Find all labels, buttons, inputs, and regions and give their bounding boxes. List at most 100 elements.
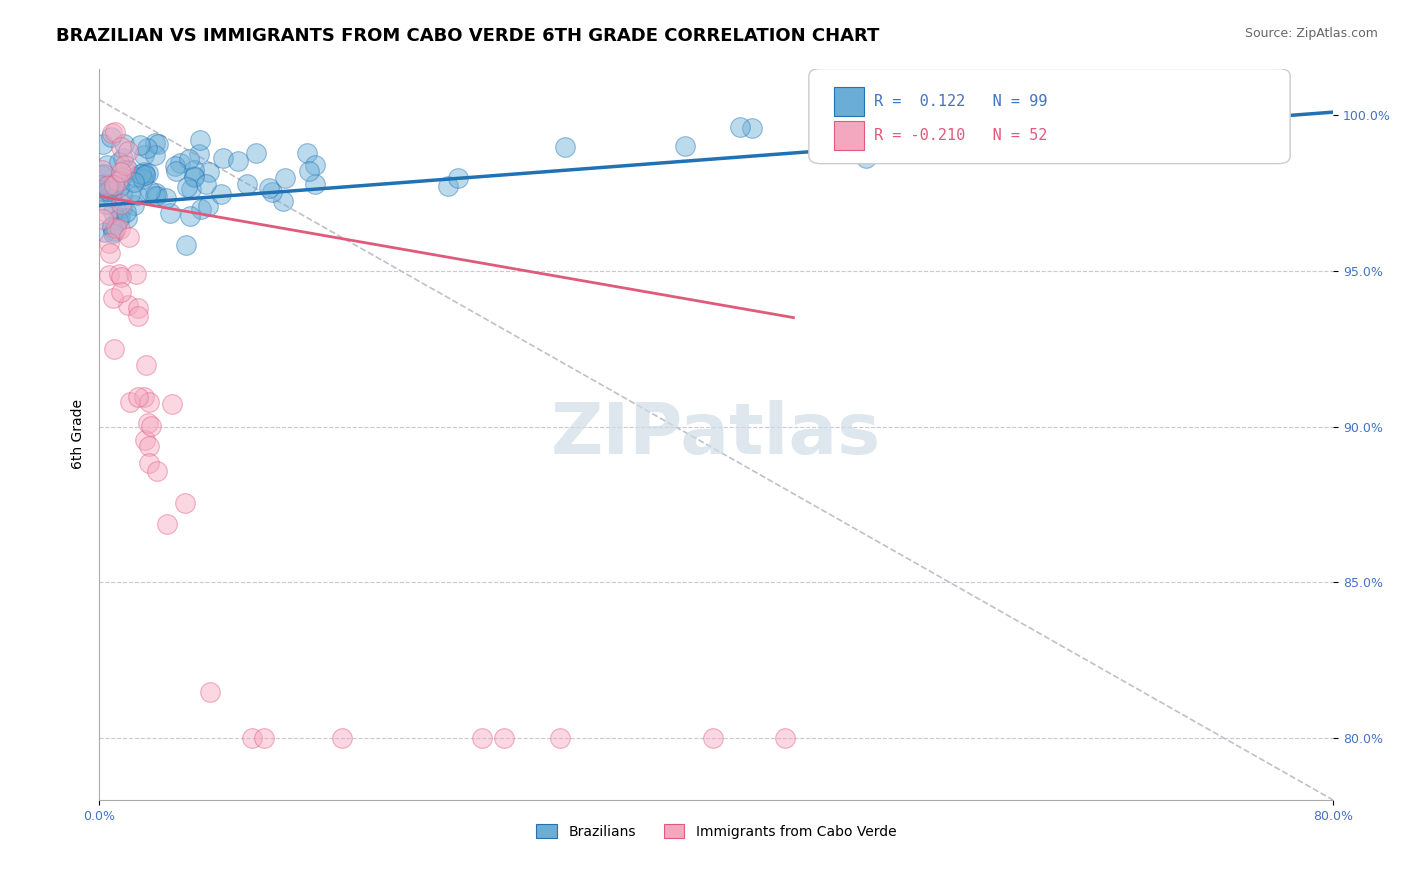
Brazilians: [100, 130, 122, 145]
Immigrants from Cabo Verde: [110, 139, 132, 153]
Immigrants from Cabo Verde: [110, 285, 132, 299]
Brazilians: [274, 170, 297, 185]
Brazilians: [554, 140, 576, 154]
Brazilians: [101, 184, 124, 198]
Immigrants from Cabo Verde: [332, 731, 354, 745]
Brazilians: [132, 172, 155, 186]
Brazilians: [91, 184, 114, 198]
Brazilians: [110, 201, 132, 215]
Immigrants from Cabo Verde: [90, 163, 112, 178]
Brazilians: [89, 188, 111, 202]
Immigrants from Cabo Verde: [98, 268, 121, 282]
Immigrants from Cabo Verde: [702, 731, 724, 745]
Immigrants from Cabo Verde: [117, 230, 139, 244]
Immigrants from Cabo Verde: [107, 173, 129, 187]
Brazilians: [100, 219, 122, 234]
Brazilians: [180, 182, 202, 196]
Immigrants from Cabo Verde: [135, 358, 157, 372]
Brazilians: [188, 133, 211, 147]
Immigrants from Cabo Verde: [96, 206, 118, 220]
Brazilians: [89, 178, 111, 192]
Brazilians: [96, 158, 118, 172]
Brazilians: [295, 145, 318, 160]
Immigrants from Cabo Verde: [118, 395, 141, 409]
Immigrants from Cabo Verde: [103, 343, 125, 357]
Brazilians: [304, 158, 326, 172]
Brazilians: [146, 137, 169, 152]
Immigrants from Cabo Verde: [136, 417, 159, 431]
Brazilians: [673, 139, 696, 153]
Brazilians: [100, 190, 122, 204]
Brazilians: [179, 152, 201, 166]
Brazilians: [97, 182, 120, 196]
Brazilians: [122, 197, 145, 211]
Brazilians: [1199, 138, 1222, 153]
Immigrants from Cabo Verde: [103, 178, 125, 193]
Brazilians: [159, 206, 181, 220]
Immigrants from Cabo Verde: [200, 684, 222, 698]
Brazilians: [103, 226, 125, 240]
Brazilians: [91, 177, 114, 191]
Immigrants from Cabo Verde: [98, 236, 121, 251]
Immigrants from Cabo Verde: [127, 390, 149, 404]
Brazilians: [103, 224, 125, 238]
Brazilians: [125, 188, 148, 202]
Immigrants from Cabo Verde: [138, 456, 160, 470]
Brazilians: [245, 145, 267, 160]
Brazilians: [176, 180, 198, 194]
Brazilians: [304, 178, 326, 192]
Brazilians: [110, 174, 132, 188]
Immigrants from Cabo Verde: [132, 390, 155, 404]
Brazilians: [97, 178, 120, 192]
Brazilians: [209, 186, 232, 201]
Text: BRAZILIAN VS IMMIGRANTS FROM CABO VERDE 6TH GRADE CORRELATION CHART: BRAZILIAN VS IMMIGRANTS FROM CABO VERDE …: [56, 27, 880, 45]
Immigrants from Cabo Verde: [471, 731, 494, 745]
Text: R =  0.122   N = 99: R = 0.122 N = 99: [875, 94, 1047, 109]
Brazilians: [741, 120, 763, 135]
Immigrants from Cabo Verde: [112, 163, 135, 178]
Brazilians: [129, 167, 152, 181]
Bar: [834, 87, 865, 116]
Brazilians: [212, 152, 235, 166]
Immigrants from Cabo Verde: [138, 394, 160, 409]
Legend: Brazilians, Immigrants from Cabo Verde: Brazilians, Immigrants from Cabo Verde: [531, 819, 901, 845]
Brazilians: [139, 184, 162, 198]
Immigrants from Cabo Verde: [174, 496, 197, 510]
Brazilians: [91, 169, 114, 183]
Brazilians: [183, 169, 205, 184]
Immigrants from Cabo Verde: [96, 178, 118, 193]
Brazilians: [112, 151, 135, 165]
Brazilians: [855, 151, 877, 165]
Immigrants from Cabo Verde: [110, 270, 132, 285]
Brazilians: [132, 165, 155, 179]
Brazilians: [437, 179, 460, 194]
Immigrants from Cabo Verde: [114, 158, 136, 172]
Y-axis label: 6th Grade: 6th Grade: [72, 400, 86, 469]
Immigrants from Cabo Verde: [101, 291, 124, 305]
Brazilians: [136, 166, 159, 180]
Immigrants from Cabo Verde: [117, 298, 139, 312]
Brazilians: [145, 186, 167, 200]
Text: ZIPatlas: ZIPatlas: [551, 400, 882, 469]
Immigrants from Cabo Verde: [124, 267, 146, 281]
Brazilians: [118, 187, 141, 202]
Immigrants from Cabo Verde: [146, 464, 169, 478]
Brazilians: [728, 120, 751, 135]
Brazilians: [124, 169, 146, 184]
Brazilians: [97, 184, 120, 198]
Brazilians: [183, 169, 205, 183]
Brazilians: [91, 137, 114, 152]
Immigrants from Cabo Verde: [240, 731, 263, 745]
Brazilians: [145, 136, 167, 150]
Brazilians: [134, 168, 156, 182]
Immigrants from Cabo Verde: [105, 220, 128, 235]
Brazilians: [169, 156, 191, 170]
Brazilians: [179, 209, 201, 223]
Brazilians: [136, 140, 159, 154]
Brazilians: [155, 191, 177, 205]
Immigrants from Cabo Verde: [138, 439, 160, 453]
Brazilians: [197, 199, 219, 213]
Immigrants from Cabo Verde: [110, 221, 132, 235]
Brazilians: [143, 148, 166, 162]
Immigrants from Cabo Verde: [156, 516, 179, 531]
